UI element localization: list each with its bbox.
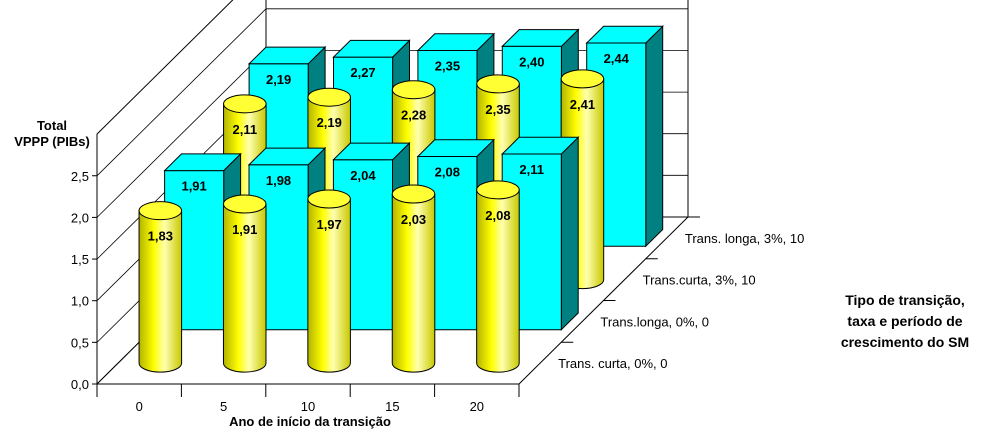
z-axis-title-line3: crescimento do SM <box>841 334 969 350</box>
bar-top <box>223 94 267 114</box>
z-tick-label: Trans.longa, 0%, 0 <box>600 314 709 329</box>
x-tick-label: 0 <box>136 399 143 414</box>
x-tick-label: 5 <box>220 399 227 414</box>
data-label: 2,35 <box>485 102 510 117</box>
bar-top <box>332 39 411 58</box>
bar-side <box>645 25 664 248</box>
z-tick-label: Trans. curta, 0%, 0 <box>558 356 667 371</box>
bar-top <box>307 189 351 209</box>
data-label: 2,35 <box>435 58 460 73</box>
data-label: 2,19 <box>317 115 342 130</box>
data-label: 2,08 <box>485 208 510 223</box>
data-label: 2,11 <box>519 162 544 177</box>
bar-top <box>391 184 436 204</box>
bar-top <box>247 147 327 166</box>
data-label: 2,19 <box>266 72 291 87</box>
z-axis-title-line2: taxa e período de <box>847 313 962 329</box>
bar-top <box>476 180 520 200</box>
bar-top <box>585 25 664 44</box>
y-tick-label: 0,0 <box>71 377 89 392</box>
bar-top <box>391 80 436 100</box>
bar <box>476 180 520 373</box>
y-axis-title-line1: Total <box>37 118 67 133</box>
bar-top <box>247 46 327 65</box>
y-tick-label: 1,0 <box>71 294 89 309</box>
bar-top <box>560 69 605 89</box>
bar-top <box>138 201 183 221</box>
bar-top <box>307 87 351 107</box>
data-label: 2,04 <box>350 168 376 183</box>
bar <box>222 194 267 373</box>
x-tick-label: 15 <box>385 399 399 414</box>
data-label: 2,44 <box>604 51 630 66</box>
bar-top <box>416 33 496 51</box>
bar-body <box>222 203 267 373</box>
data-label: 2,28 <box>401 108 426 123</box>
bar <box>307 189 351 373</box>
bar-side <box>560 136 579 331</box>
data-label: 1,91 <box>181 179 206 194</box>
chart-bars <box>138 25 664 373</box>
data-label: 1,91 <box>232 222 257 237</box>
x-axis-title: Ano de início da transição <box>229 414 391 429</box>
y-axis-title-line2: VPPP (PIBs) <box>14 134 90 149</box>
y-tick-label: 2,5 <box>71 169 89 184</box>
y-tick-label: 1,5 <box>71 252 89 267</box>
bar-top <box>476 74 520 94</box>
bar-body <box>307 198 351 373</box>
data-label: 1,98 <box>266 173 291 188</box>
bar-top <box>163 153 242 172</box>
data-label: 2,40 <box>519 54 544 69</box>
data-label: 2,11 <box>233 122 258 137</box>
z-tick-label: Trans.curta, 3%, 10 <box>643 273 756 288</box>
bar-top <box>500 136 580 155</box>
x-tick-label: 10 <box>301 399 315 414</box>
y-tick-label: 0,5 <box>71 335 89 350</box>
gridline <box>96 8 688 177</box>
z-tick-label: Trans. longa, 3%, 10 <box>685 231 804 246</box>
z-axis-title-line1: Tipo de transição, <box>845 292 965 308</box>
data-label: 1,97 <box>316 217 341 232</box>
data-label: 2,27 <box>350 65 375 80</box>
bar-top <box>332 142 411 161</box>
y-tick-label: 2,0 <box>71 210 89 225</box>
bar-body <box>476 189 520 373</box>
bar-body <box>138 210 183 373</box>
bar <box>138 201 183 373</box>
data-label: 1,83 <box>148 229 173 244</box>
bar <box>391 184 436 373</box>
bar-top <box>222 194 267 214</box>
bar-top <box>416 139 496 157</box>
data-label: 2,08 <box>435 164 460 179</box>
data-label: 2,03 <box>401 212 426 227</box>
chart-labels: 2,19 2,27 2,35 2,40 2,44 2,11 2,19 2,28 2,35 2,41… <box>148 51 630 244</box>
x-tick-label: 20 <box>470 399 484 414</box>
bar-top <box>501 29 580 47</box>
data-label: 2,41 <box>570 97 595 112</box>
bar-body <box>391 193 436 373</box>
